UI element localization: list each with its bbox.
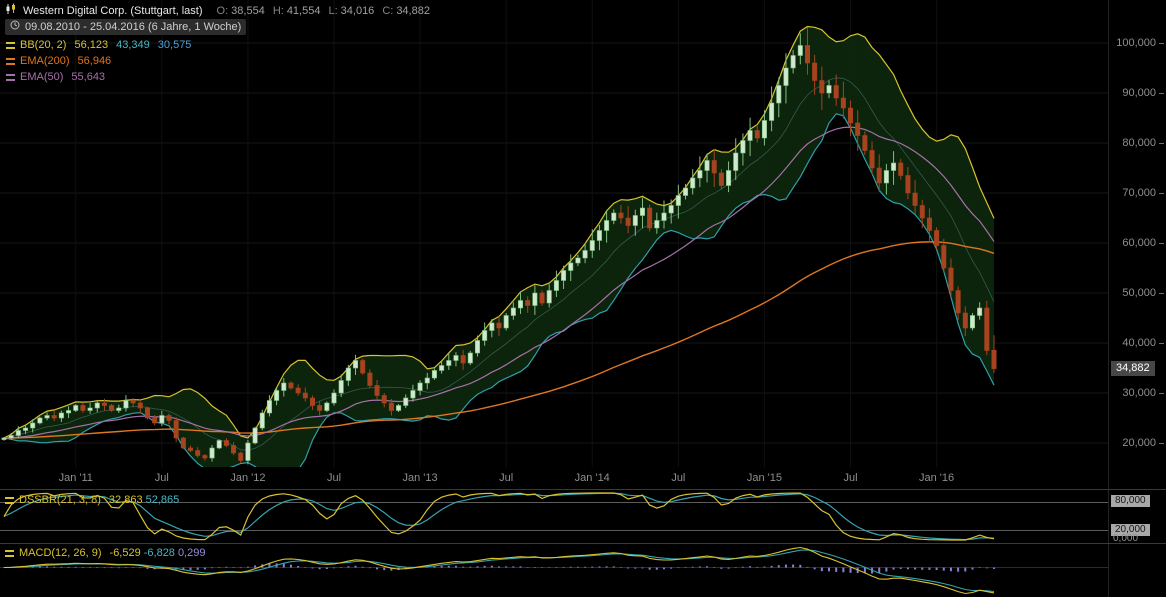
indicator-name: BB(20, 2) [20,39,67,51]
date-range-box: 09.08.2010 - 25.04.2016 (6 Jahre, 1 Woch… [5,19,247,35]
axis-tick [1159,242,1164,244]
candles-layer [1,27,997,465]
time-axis[interactable]: Jan '11 Jul Jan '12 Jul Jan '13 Jul Jan '14 Jul… [0,467,1108,489]
axis-tick [1159,392,1164,394]
axis-tick [1159,92,1164,94]
ohlc-value: 34,016 [340,4,375,17]
ohlc-label: H: [272,4,284,17]
axis-tick [1159,442,1164,444]
indicator-key-icon [6,41,15,49]
main-price-chart[interactable] [0,0,1108,467]
axis-tick [1159,342,1164,344]
indicator-legend-item[interactable]: EMA(50) 55,643 [6,69,191,85]
ohlc-value: 41,554 [286,4,321,17]
indicator-name: EMA(50) [20,71,64,83]
panel-separator[interactable] [0,489,1166,490]
instrument-header-row: Western Digital Corp. (Stuttgart, last) … [5,3,430,18]
axis-tick [1159,192,1164,194]
y-axis-label: 100,000 [1116,36,1164,50]
x-axis-label: Jan '12 [230,472,266,484]
indicator-legend: BB(20, 2) 56,123 43,349 30,575 EMA(200) 56,94… [6,37,191,85]
oscillator-level-label: 80,000 [1111,495,1150,508]
date-range-row: 09.08.2010 - 25.04.2016 (6 Jahre, 1 Woch… [5,19,247,35]
candlestick-logo-icon [5,3,17,18]
ohlc-readout: O: 38,554 H: 41,554 L: 34,016 C: 34,882 [209,5,430,17]
macd-panel-header[interactable]: MACD(12, 26, 9) -6,529 -6,828 0,299 [5,547,205,559]
macd-values: -6,529 -6,828 0,299 [107,547,206,559]
x-axis-label: Jul [499,472,514,484]
indicator-value: 32,863 [108,494,143,506]
ohlc-value: 34,882 [396,4,430,17]
indicator-key-icon [5,496,14,504]
instrument-title: Western Digital Corp. (Stuttgart, last) [23,4,203,17]
indicator-value: 30,575 [157,39,192,51]
indicator-value: 56,946 [77,55,112,67]
last-price-badge: 34,882 [1111,360,1155,376]
dssbr-panel-name: DSSBR(21, 3, 8) [19,494,101,506]
clock-icon [10,20,20,33]
indicator-value: 52,865 [145,494,180,506]
x-axis-label: Jul [326,472,342,484]
indicator-value: 55,643 [71,71,106,83]
oscillator-level-label: 0,000 [1113,533,1139,544]
x-axis-label: Jan '11 [58,472,93,484]
x-axis-label: Jan '13 [402,472,438,484]
x-axis-label: Jan '16 [919,472,955,484]
y-axis-label: 50,000 [1122,286,1164,300]
indicator-key-icon [6,73,15,81]
ema200-line [4,241,995,439]
dssbr-values: 32,863 52,865 [106,494,179,506]
price-axis[interactable]: 100,000 90,000 80,000 70,000 60,000 50,000 40,… [1108,0,1166,597]
x-axis-label: Jan '14 [574,472,610,484]
y-axis-label: 30,000 [1122,386,1164,400]
y-axis-label: 90,000 [1122,86,1164,100]
x-axis-label: Jan '15 [746,472,782,484]
ohlc-value: 38,554 [231,4,265,17]
x-axis-label: Jul [154,472,169,484]
x-axis-label: Jul [671,472,686,484]
indicator-value: 56,123 [74,39,109,51]
x-axis-label: Jul [843,472,858,484]
indicator-key-icon [5,549,14,557]
date-range-text: 09.08.2010 - 25.04.2016 (6 Jahre, 1 Woch… [25,20,242,33]
oscillator-level-label: 20,000 [1111,523,1150,536]
dssbr-oscillator-chart[interactable] [0,490,1108,543]
y-axis-label: 20,000 [1122,436,1164,450]
macd-chart[interactable] [0,544,1108,597]
ohlc-label: C: [382,4,394,17]
panel-separator[interactable] [0,543,1166,544]
ohlc-label: O: [216,4,229,17]
ohlc-label: L: [328,4,338,17]
indicator-key-icon [6,57,15,65]
ema50-line [3,126,995,439]
indicator-legend-item[interactable]: EMA(200) 56,946 [6,53,191,69]
indicator-value: -6,529 [109,547,141,559]
axis-tick [1159,142,1164,144]
y-axis-label: 80,000 [1122,136,1164,150]
indicator-legend-item[interactable]: BB(20, 2) 56,123 43,349 30,575 [6,37,191,53]
y-axis-label: 70,000 [1122,186,1164,200]
indicator-value: -6,828 [143,547,175,559]
indicator-value: 43,349 [116,39,150,51]
y-axis-label: 40,000 [1122,336,1164,350]
axis-tick [1159,292,1164,294]
indicator-name: EMA(200) [20,55,70,67]
macd-panel-name: MACD(12, 26, 9) [19,547,102,559]
axis-tick [1159,42,1164,44]
indicator-value: 0,299 [177,547,206,559]
dssbr-panel-header[interactable]: DSSBR(21, 3, 8) 32,863 52,865 [5,494,179,506]
y-axis-label: 60,000 [1122,236,1164,250]
